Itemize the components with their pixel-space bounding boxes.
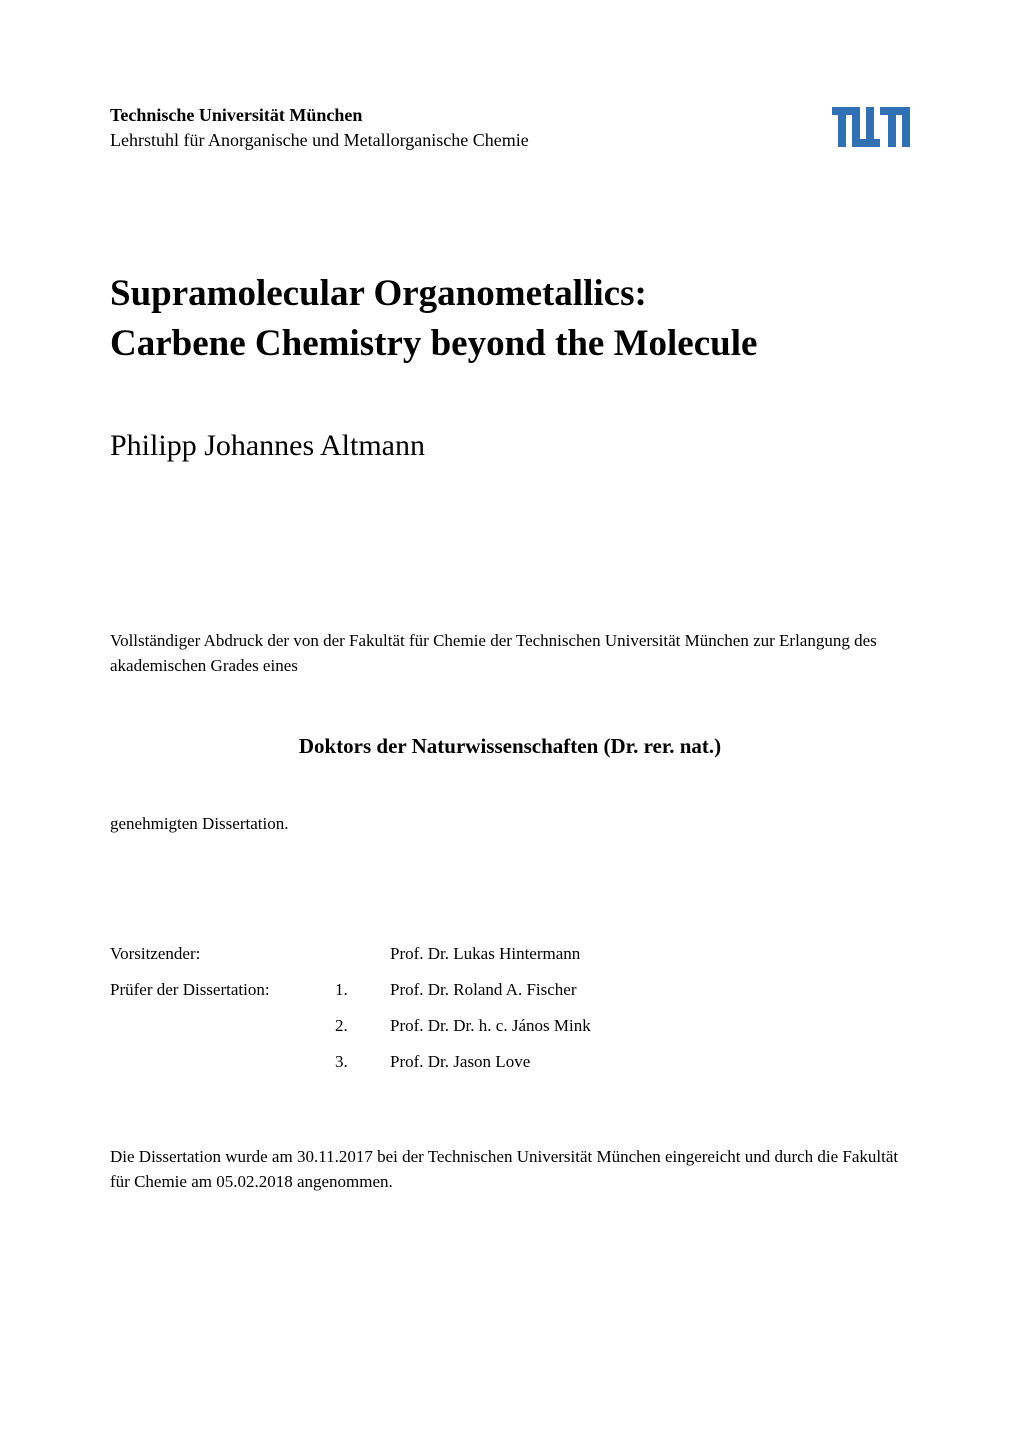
committee-examiner-row: 2. Prof. Dr. Dr. h. c. János Mink xyxy=(110,1016,910,1036)
title-block: Supramolecular Organometallics: Carbene … xyxy=(110,269,910,369)
chair-name: Prof. Dr. Lukas Hintermann xyxy=(390,944,910,964)
examiner-name: Prof. Dr. Roland A. Fischer xyxy=(390,980,910,1000)
institution-name: Technische Universität München xyxy=(110,105,529,126)
committee-examiner-row: Prüfer der Dissertation: 1. Prof. Dr. Ro… xyxy=(110,980,910,1000)
header-text-block: Technische Universität München Lehrstuhl… xyxy=(110,105,529,151)
examiner-num: 2. xyxy=(335,1016,390,1036)
examiner-name: Prof. Dr. Jason Love xyxy=(390,1052,910,1072)
title-line-1: Supramolecular Organometallics: xyxy=(110,269,910,319)
submission-footer: Die Dissertation wurde am 30.11.2017 bei… xyxy=(110,1144,910,1195)
committee-block: Vorsitzender: Prof. Dr. Lukas Hintermann… xyxy=(110,944,910,1072)
author-name: Philipp Johannes Altmann xyxy=(110,429,910,463)
chair-label: Vorsitzender: xyxy=(110,944,335,964)
abdruck-text: Vollständiger Abdruck der von der Fakult… xyxy=(110,628,910,679)
committee-examiner-row: 3. Prof. Dr. Jason Love xyxy=(110,1052,910,1072)
committee-chair-row: Vorsitzender: Prof. Dr. Lukas Hintermann xyxy=(110,944,910,964)
page-header: Technische Universität München Lehrstuhl… xyxy=(110,105,910,151)
approved-text: genehmigten Dissertation. xyxy=(110,814,910,834)
examiners-label: Prüfer der Dissertation: xyxy=(110,980,335,1000)
tum-logo-icon xyxy=(832,107,910,147)
examiner-name: Prof. Dr. Dr. h. c. János Mink xyxy=(390,1016,910,1036)
examiner-num: 3. xyxy=(335,1052,390,1072)
examiner-num: 1. xyxy=(335,980,390,1000)
department-name: Lehrstuhl für Anorganische und Metallorg… xyxy=(110,130,529,151)
tum-logo xyxy=(832,105,910,147)
degree-title: Doktors der Naturwissenschaften (Dr. rer… xyxy=(110,734,910,759)
title-line-2: Carbene Chemistry beyond the Molecule xyxy=(110,319,910,369)
thesis-title-page: Technische Universität München Lehrstuhl… xyxy=(0,0,1020,1442)
